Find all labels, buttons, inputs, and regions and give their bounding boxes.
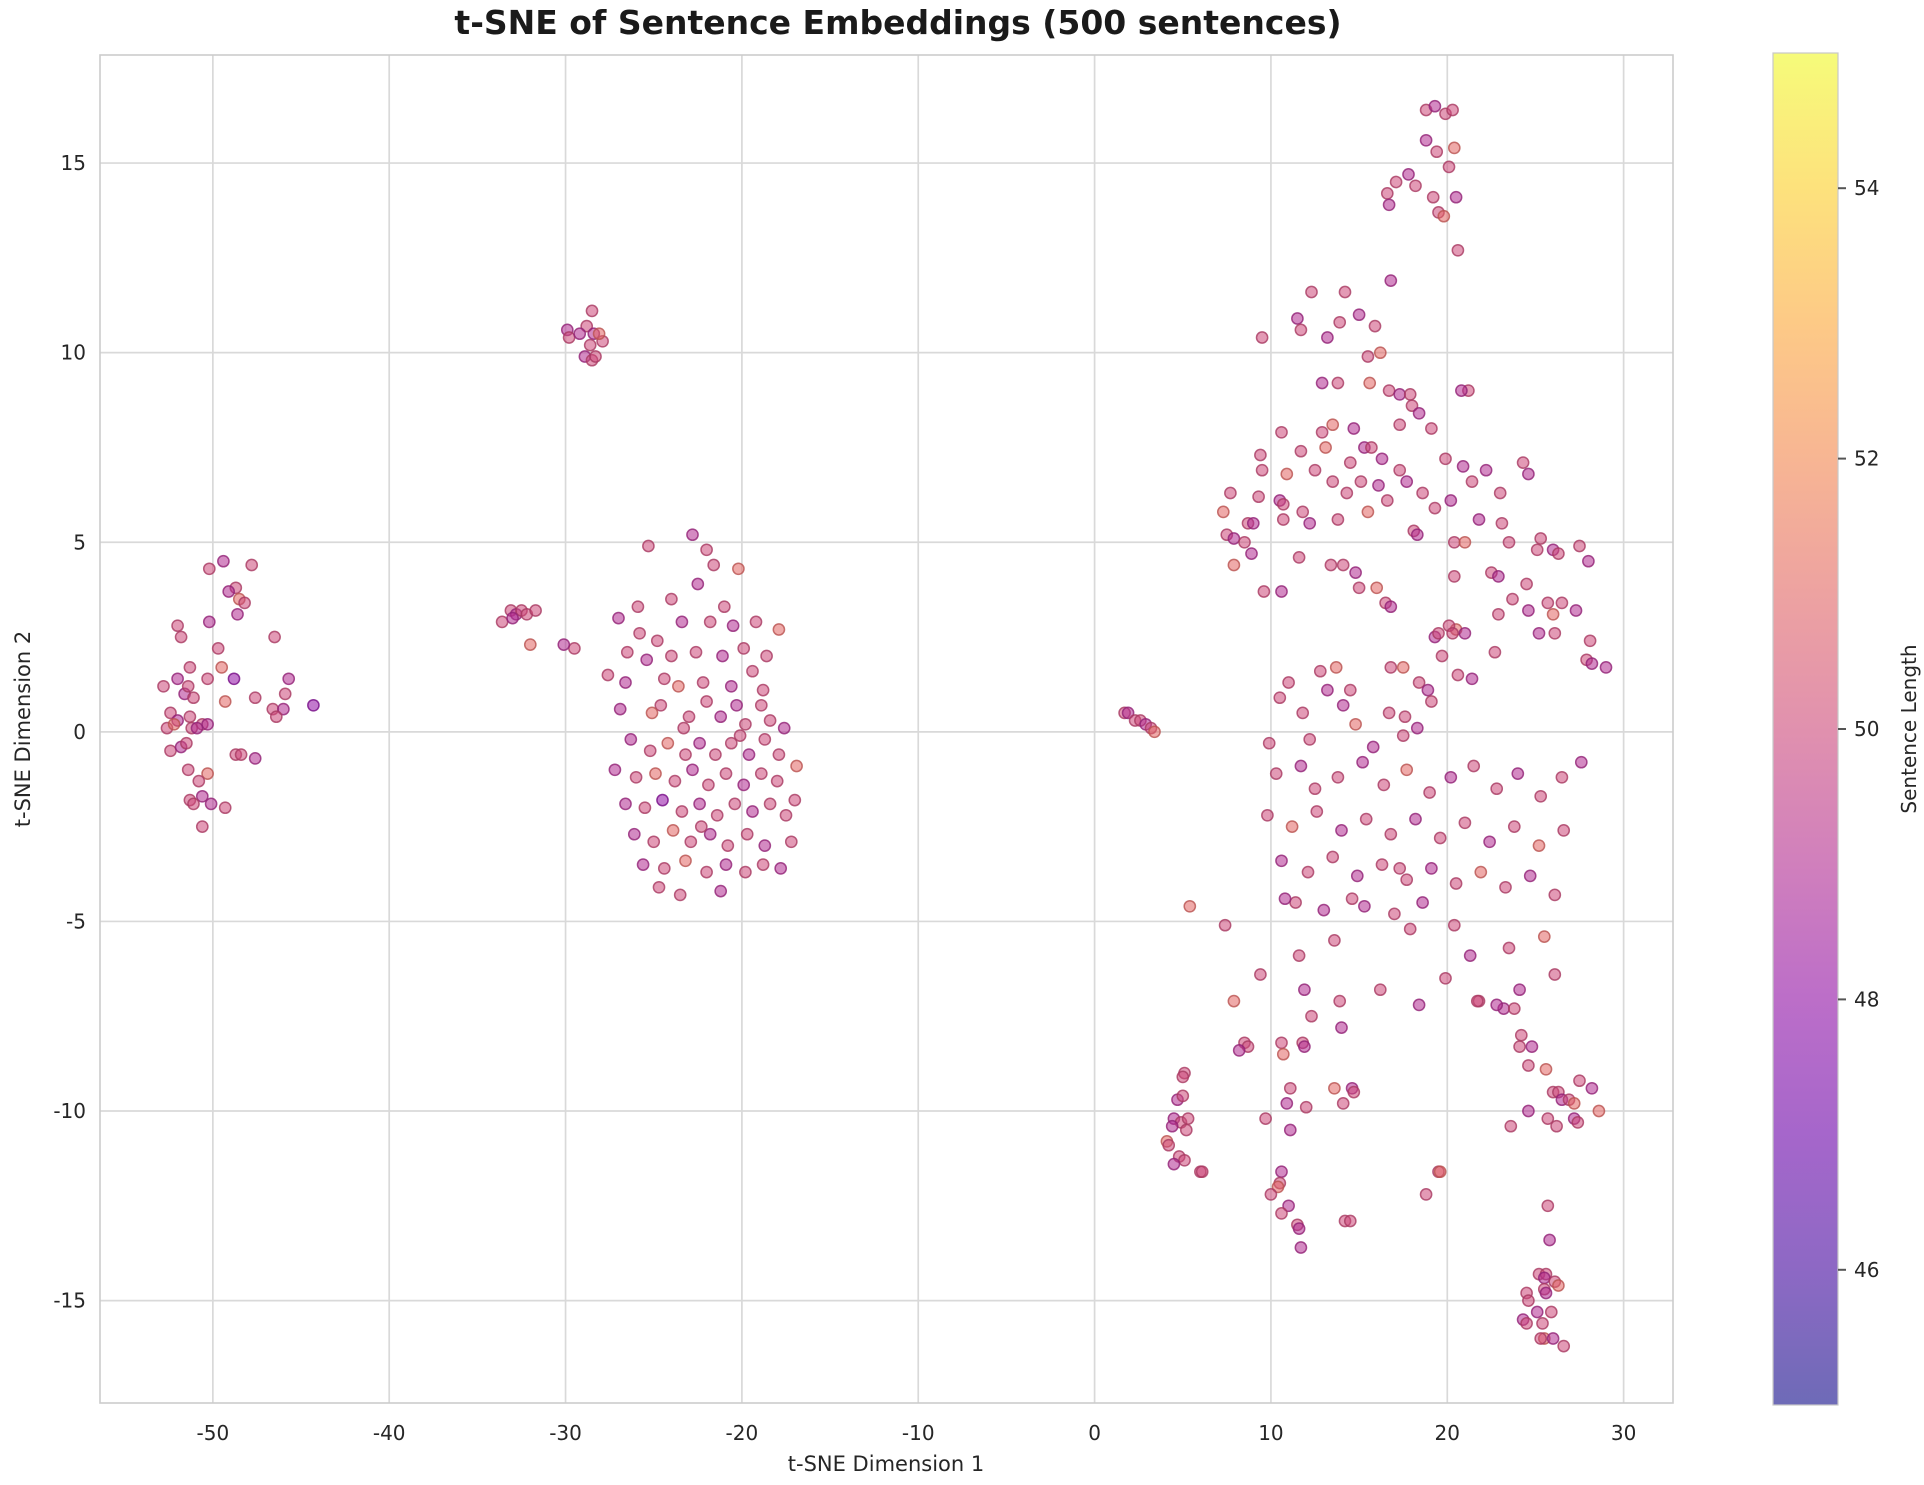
- gridlines: [100, 55, 1673, 1403]
- colorbar-tick-label: 52: [1854, 447, 1879, 471]
- y-tick-label: -5: [66, 909, 86, 933]
- y-tick-label: -15: [53, 1289, 86, 1313]
- colorbar-tick-labels: 46 48 50 52 54: [1838, 176, 1879, 1282]
- colorbar-tick-label: 54: [1854, 176, 1879, 200]
- x-tick-label: -40: [373, 1421, 406, 1445]
- x-tick-label: -20: [726, 1421, 759, 1445]
- x-axis-label: t-SNE Dimension 1: [788, 1452, 984, 1476]
- colorbar-tick-label: 46: [1854, 1258, 1879, 1282]
- y-axis-label: t-SNE Dimension 2: [11, 631, 35, 827]
- x-tick-label: -10: [902, 1421, 935, 1445]
- y-tick-label: 15: [61, 151, 86, 175]
- plot-border: [99, 54, 1674, 1404]
- scatter-points: [157, 99, 1613, 1353]
- y-tick-label: 5: [73, 530, 86, 554]
- y-tick-label: 10: [61, 341, 86, 365]
- x-tick-label: 30: [1611, 1421, 1636, 1445]
- colorbar-tick-label: 50: [1854, 717, 1879, 741]
- colorbar-label: Sentence Length: [1897, 644, 1921, 813]
- x-tick-label: 10: [1258, 1421, 1283, 1445]
- colorbar-tick-label: 48: [1854, 987, 1879, 1011]
- x-tick-label: -30: [549, 1421, 582, 1445]
- y-tick-label: -10: [53, 1099, 86, 1123]
- x-tick-label: -50: [197, 1421, 230, 1445]
- x-tick-label: 0: [1088, 1421, 1101, 1445]
- colorbar: [1772, 52, 1839, 1406]
- x-tick-label: 20: [1435, 1421, 1460, 1445]
- y-tick-label: 0: [73, 720, 86, 744]
- chart-title: t-SNE of Sentence Embeddings (500 senten…: [454, 3, 1341, 42]
